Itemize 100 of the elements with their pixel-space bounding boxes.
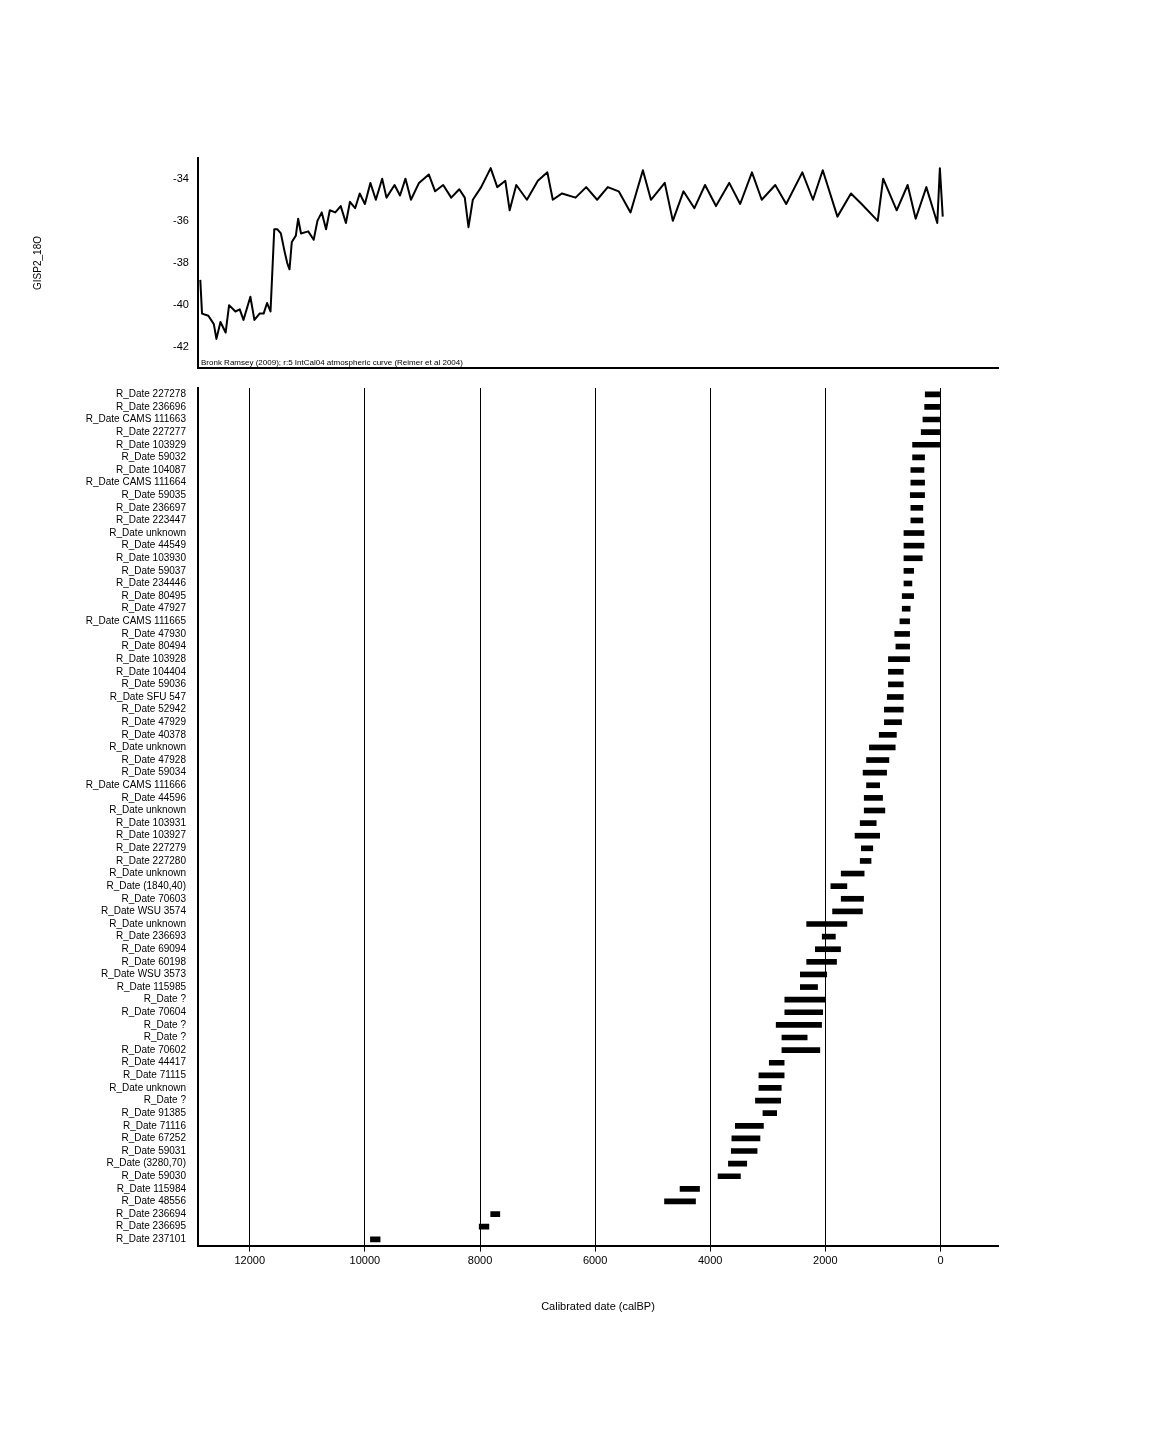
y-tick-label: R_Date 44549 [121,539,187,551]
x-tick-label: 10000 [349,1254,381,1267]
y-tick-label: R_Date 59034 [121,766,187,778]
y-tick-label: R_Date 104404 [115,665,187,677]
x-tick-label: 6000 [582,1254,608,1267]
bar [861,845,874,852]
y-tick-label: R_Date (1840,40) [106,879,186,891]
bar [859,820,877,826]
y-tick-label: R_Date CAMS 111665 [85,615,187,627]
bar [869,744,896,751]
x-tick-label: 8000 [467,1254,493,1267]
bar [734,1122,764,1129]
bar [909,492,925,499]
y-tick-label: R_Date 47930 [121,627,187,639]
y-tick-label: R_Date unknown [109,804,186,816]
y-tick-label: R_Date 67252 [121,1132,187,1144]
bar [800,984,818,990]
y-tick-label: R_Date WSU 3573 [100,968,187,980]
bar [490,1211,501,1217]
bar [830,883,848,889]
bar [866,757,890,763]
bar [866,782,881,789]
y-tick-label: R_Date 47928 [121,753,187,765]
y-tick-label: R_Date unknown [109,1081,186,1093]
y-tick-label: R_Date WSU 3574 [100,905,187,917]
y-tick-label: R_Date 115984 [116,1182,187,1194]
y-tick-label: R_Date ? [143,993,187,1005]
y-tick-label: -36 [173,213,189,226]
y-tick-label: R_Date 91385 [121,1106,187,1118]
y-tick-label: R_Date unknown [109,867,186,879]
y-tick-label: R_Date 48556 [121,1195,187,1207]
y-tick-label: R_Date 103931 [115,816,187,828]
bar [886,694,904,700]
y-tick-label: R_Date SFU 547 [109,690,187,702]
bar [859,858,872,864]
y-tick-label: R_Date 40378 [121,728,187,740]
bar [679,1186,700,1192]
bar [894,631,910,637]
y-tick-label: R_Date 80494 [121,640,187,652]
bar [888,681,904,688]
y-tick-label: R_Date 59030 [121,1169,187,1181]
y-tick-label: -42 [173,340,189,353]
bar [878,731,897,738]
y-tick-label: R_Date 236695 [115,1220,187,1232]
y-tick-label: -38 [173,256,189,269]
bar [903,568,914,574]
annotation: Bronk Ramsey (2009); r:5 IntCal04 atmospheric curve (Reimer et al 2004) [201,357,464,367]
y-tick-label: R_Date 115985 [116,980,187,992]
y-tick-label: R_Date 80495 [121,589,187,601]
y-tick-label: R_Date 223447 [115,514,187,526]
y-tick-label: R_Date ? [143,1031,187,1043]
x-axis-title: Calibrated date (calBP) [541,1300,655,1313]
y-tick-label: -34 [173,171,189,184]
bar [910,467,925,473]
y-tick-label: R_Date 104087 [115,463,187,475]
bar [717,1173,741,1180]
y-tick-label: R_Date CAMS 111663 [85,413,187,425]
bar [899,618,910,625]
bar [903,555,923,562]
bar [758,1085,782,1091]
bar [901,593,914,599]
y-tick-label: R_Date 52942 [121,703,187,715]
y-tick-label: R_Date 237101 [115,1233,187,1245]
y-tick-label: R_Date 236693 [115,930,187,942]
y-tick-label: R_Date 103930 [115,552,187,564]
y-tick-label: -40 [173,298,189,311]
y-tick-label: R_Date 227280 [115,854,187,866]
y-tick-label: R_Date 234446 [115,577,187,589]
y-tick-label: R_Date 227279 [115,842,187,854]
bar [884,706,904,713]
y-tick-label: R_Date 59035 [121,488,187,500]
bar [884,719,902,726]
bar [888,668,904,675]
bar [370,1236,381,1243]
y-tick-label: R_Date ? [143,1018,187,1030]
bar [768,1059,785,1066]
bar [912,454,925,461]
y-tick-label: R_Date 227278 [115,388,187,400]
y-tick-label: R_Date unknown [109,526,186,538]
x-tick-label: 0 [937,1254,944,1267]
y-tick-label: R_Date 70602 [121,1043,187,1055]
y-tick-label: R_Date 103929 [115,438,187,450]
x-tick-label: 12000 [234,1254,266,1267]
bar [762,1110,777,1117]
bar [840,895,864,902]
bar [901,605,911,612]
y-tick-label: R_Date 70604 [121,1006,187,1018]
bar [888,656,910,662]
y-tick-label: R_Date 227277 [115,425,187,437]
y-tick-label: R_Date 236697 [115,501,187,513]
bar [910,504,924,511]
y-tick-label: R_Date 47927 [121,602,187,614]
y-tick-label: R_Date 71115 [122,1069,187,1081]
x-tick-label: 2000 [813,1254,838,1267]
y-tick-label: R_Date 47929 [121,715,187,727]
y-tick-label: R_Date 69094 [121,942,187,954]
y-tick-label: R_Date 103927 [115,829,187,841]
bar [784,1009,824,1016]
y-axis-title: GISP2_18O [31,235,43,290]
y-tick-label: R_Date ? [143,1094,187,1106]
